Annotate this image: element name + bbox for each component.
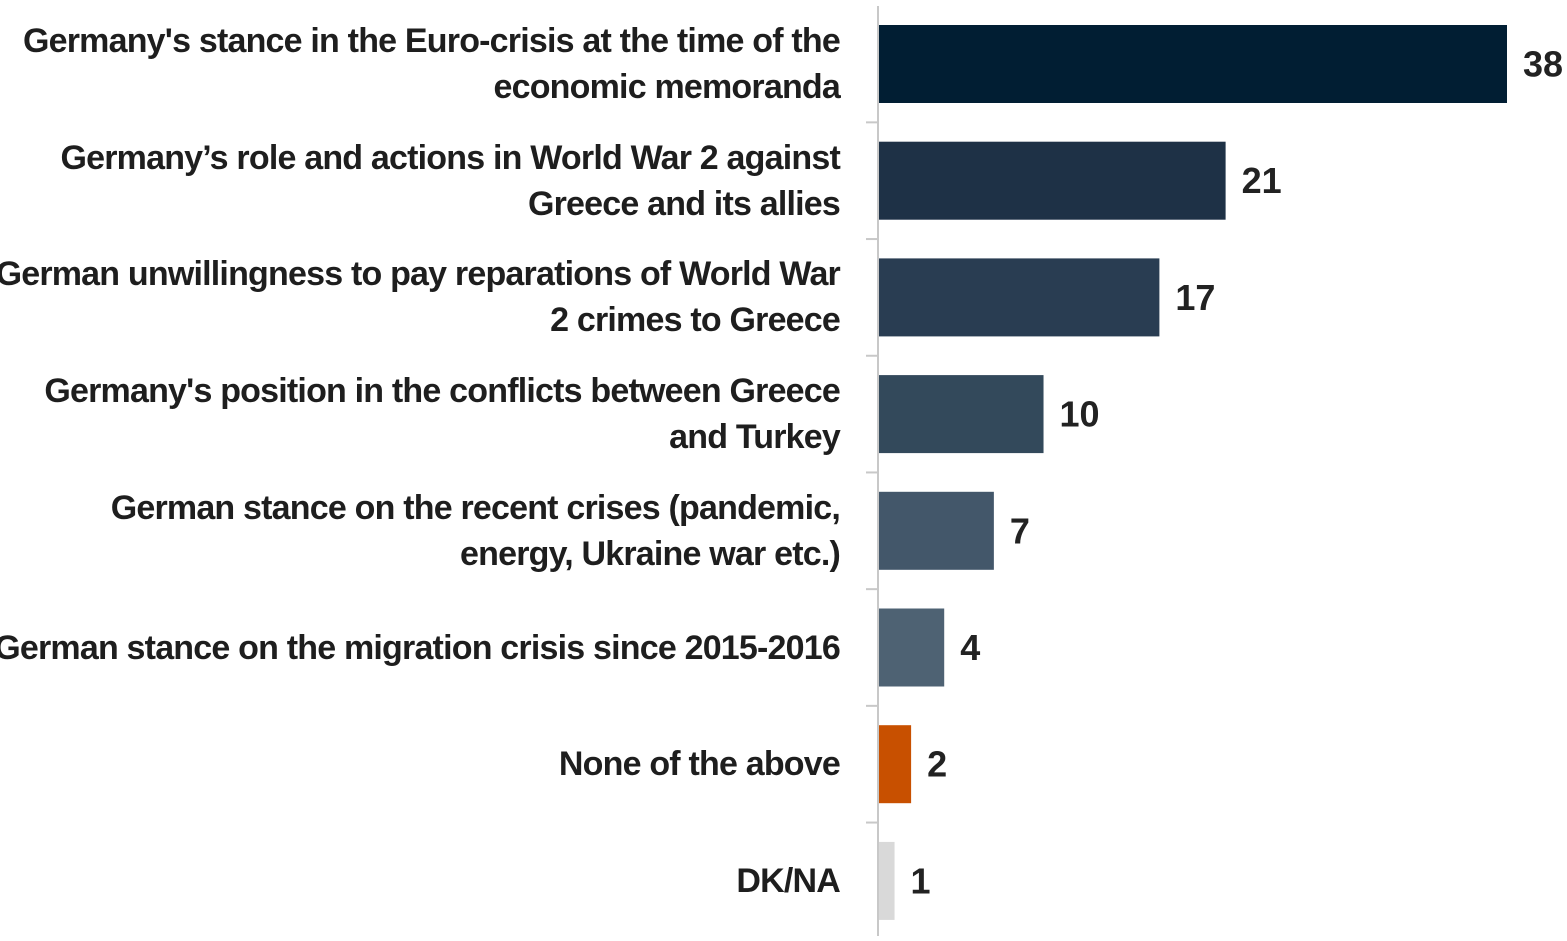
bar <box>879 491 994 570</box>
category-label: German unwillingness to pay reparations … <box>0 255 841 340</box>
category-label: DK/NA <box>736 861 840 900</box>
bar <box>879 841 895 920</box>
category-label: Germany’s role and actions in World War … <box>60 138 840 223</box>
category-label: None of the above <box>558 745 841 784</box>
data-label: 4 <box>960 627 980 668</box>
bar <box>879 608 945 687</box>
data-label: 21 <box>1242 160 1282 201</box>
category-label: German stance on the migration crisis si… <box>0 628 841 667</box>
bar <box>879 141 1226 220</box>
bar <box>879 375 1044 454</box>
bar <box>879 25 1507 103</box>
data-label: 1 <box>911 860 931 901</box>
data-label: 2 <box>927 744 947 785</box>
data-label: 10 <box>1060 394 1100 435</box>
data-label: 17 <box>1175 277 1215 318</box>
bar <box>879 725 912 804</box>
category-label: German stance on the recent crises (pand… <box>110 488 841 573</box>
data-label: 38 <box>1523 44 1563 85</box>
bar <box>879 258 1160 337</box>
category-label: Germany's position in the conflicts betw… <box>44 372 840 457</box>
data-label: 7 <box>1010 510 1030 551</box>
category-label: Germany's stance in the Euro-crisis at t… <box>22 22 841 106</box>
